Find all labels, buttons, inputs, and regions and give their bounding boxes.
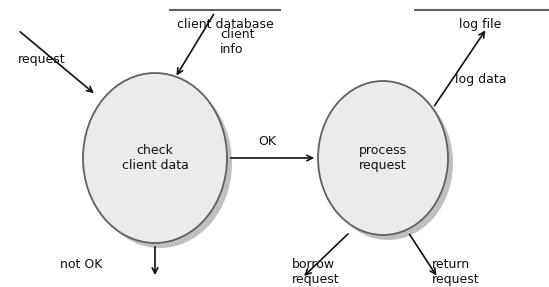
Ellipse shape [88,78,232,248]
Ellipse shape [83,73,227,243]
Ellipse shape [318,81,448,235]
Text: request: request [18,53,66,67]
Ellipse shape [323,86,453,240]
Text: check
client data: check client data [121,144,188,172]
Text: process
request: process request [359,144,407,172]
Text: return
request: return request [432,258,480,286]
Text: OK: OK [258,135,276,148]
Text: client
info: client info [220,28,255,56]
Text: borrow
request: borrow request [292,258,340,286]
Text: log file: log file [459,18,501,31]
Text: client database: client database [177,18,273,31]
Text: not OK: not OK [60,257,102,271]
Text: log data: log data [455,73,507,86]
